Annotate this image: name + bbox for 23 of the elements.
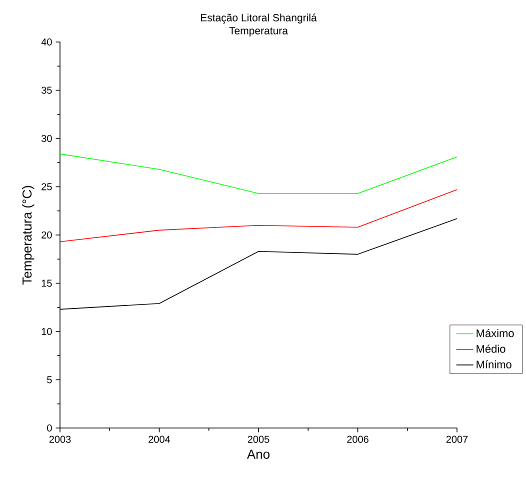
chart-subtitle: Temperatura — [229, 27, 288, 36]
y-tick-label: 40 — [41, 38, 52, 46]
line-series — [60, 154, 458, 194]
x-axis-title: Ano — [246, 450, 270, 459]
y-tick-label: 10 — [42, 328, 52, 336]
y-tick-label: 5 — [47, 376, 52, 384]
y-tick-label: 0 — [47, 424, 52, 432]
y-tick-label: 15 — [42, 280, 52, 287]
y-tick-label: 25 — [42, 183, 52, 190]
legend-label: Mínimo — [476, 360, 512, 368]
chart-title: Estação Litoral Shangrilá — [200, 14, 317, 24]
x-tick-label: 2005 — [248, 436, 270, 443]
x-tick-label: 2006 — [347, 436, 368, 443]
line-series — [60, 189, 458, 242]
y-axis-title: Temperatura (°C) — [22, 186, 34, 285]
legend-label: Médio — [476, 344, 506, 353]
y-tick-label: 20 — [42, 231, 52, 239]
y-tick-label: 30 — [41, 134, 52, 142]
x-tick-label: 2007 — [446, 436, 468, 443]
x-tick-label: 2003 — [49, 436, 71, 443]
legend-label: Máximo — [476, 328, 514, 338]
y-tick-label: 35 — [41, 86, 52, 94]
x-tick-label: 2004 — [148, 436, 170, 443]
